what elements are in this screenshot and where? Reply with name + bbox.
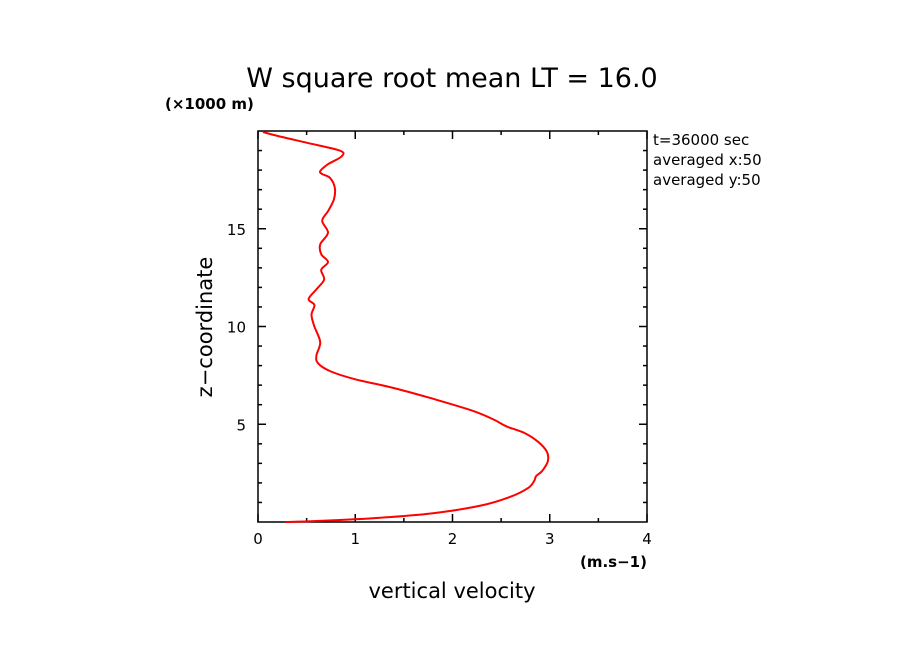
- x-tick-label: 3: [545, 530, 555, 548]
- y-tick-label: 5: [236, 416, 246, 434]
- y-tick-label: 10: [227, 319, 246, 337]
- series-layer: [262, 131, 550, 523]
- x-tick-label: 4: [642, 530, 652, 548]
- y-unit-label: (×1000 m): [165, 95, 254, 113]
- x-tick-label: 1: [350, 530, 360, 548]
- annotation-line: averaged x:50: [653, 151, 762, 169]
- plot-frame: [257, 130, 648, 523]
- y-tick-label: 15: [227, 221, 246, 239]
- ticks-layer: 0 1 2 3 4 5 10 15: [227, 131, 652, 548]
- series-line: [262, 131, 550, 523]
- annotation-layer: t=36000 sec averaged x:50 averaged y:50: [653, 131, 762, 189]
- x-tick-label: 2: [448, 530, 458, 548]
- x-unit-label: (m.s−1): [580, 553, 647, 571]
- x-tick-label: 0: [253, 530, 263, 548]
- annotation-line: averaged y:50: [653, 171, 761, 189]
- chart-title: W square root mean LT = 16.0: [246, 63, 657, 94]
- annotation-line: t=36000 sec: [653, 131, 749, 149]
- x-axis-label: vertical velocity: [368, 579, 535, 603]
- y-axis-label: z−coordinate: [193, 257, 217, 398]
